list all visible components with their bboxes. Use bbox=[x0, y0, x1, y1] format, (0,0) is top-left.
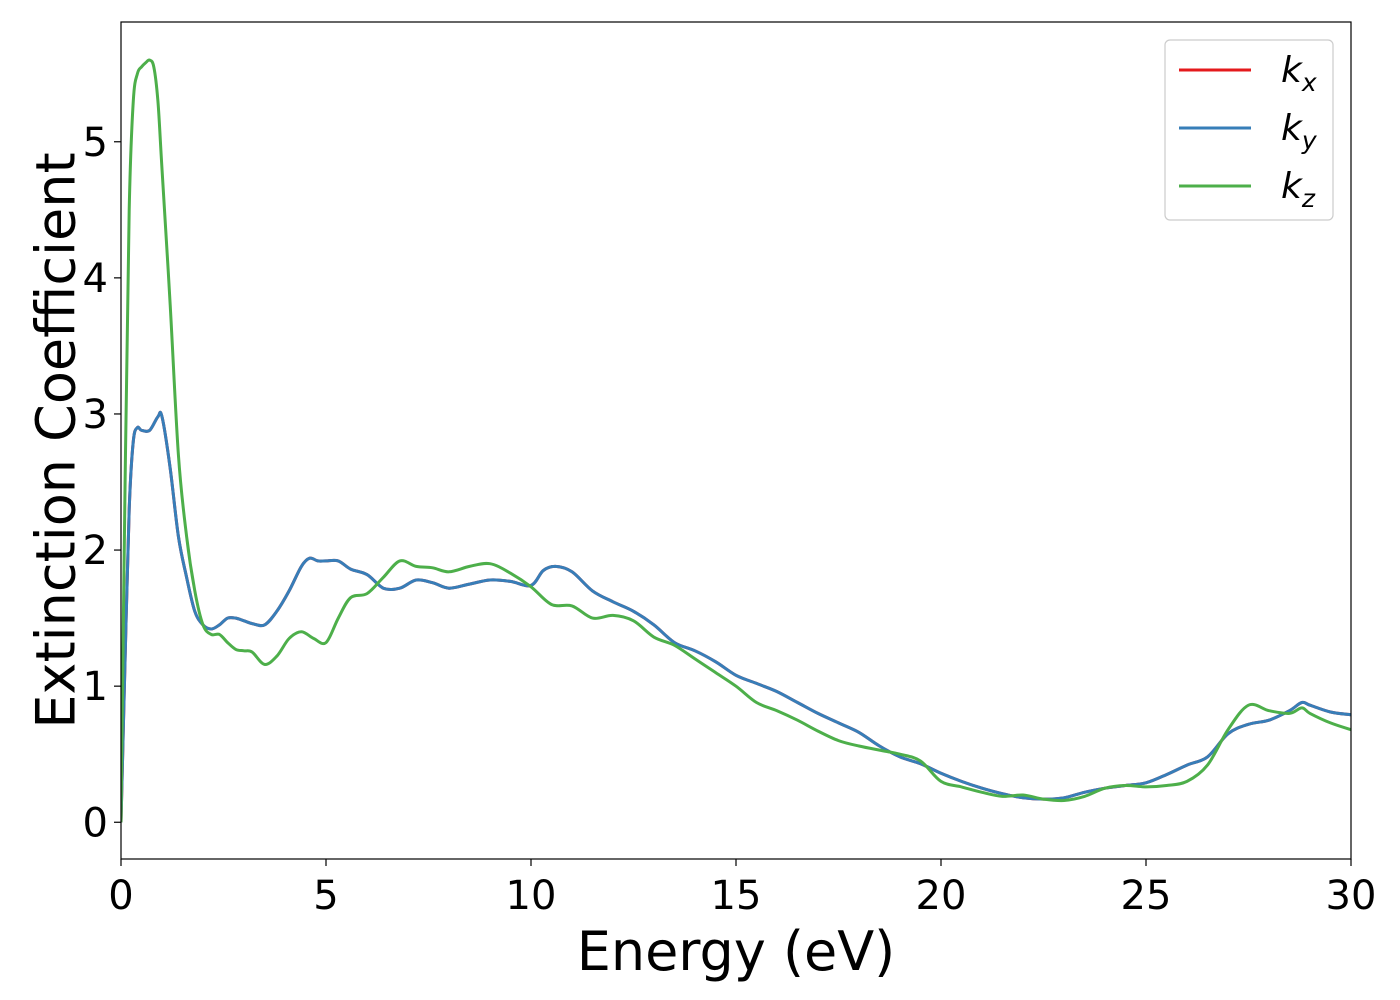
y-axis-label: Extinction Coefficient bbox=[25, 152, 88, 728]
legend-label-y: ky bbox=[1281, 108, 1318, 155]
x-axis-label: Energy (eV) bbox=[577, 920, 896, 983]
series-layer bbox=[121, 58, 1351, 823]
x-tick-label: 10 bbox=[506, 873, 557, 919]
x-tick-label: 25 bbox=[1121, 873, 1172, 919]
x-tick-label: 5 bbox=[313, 873, 338, 919]
legend-label-z: kz bbox=[1281, 166, 1316, 213]
x-tick-label: 20 bbox=[916, 873, 967, 919]
x-tick-label: 15 bbox=[711, 873, 762, 919]
series-line-x bbox=[121, 410, 1351, 823]
x-axis: 0 5 10 15 20 25 30 bbox=[108, 859, 1376, 919]
y-tick-label: 4 bbox=[83, 256, 108, 302]
x-tick-label: 0 bbox=[108, 873, 133, 919]
y-axis: 0 1 2 3 4 5 bbox=[83, 120, 121, 846]
y-tick-label: 0 bbox=[83, 800, 108, 846]
y-tick-label: 2 bbox=[83, 528, 108, 574]
y-tick-label: 1 bbox=[83, 664, 108, 710]
y-tick-label: 3 bbox=[83, 392, 108, 438]
legend-box bbox=[1164, 39, 1334, 221]
legend: kx ky kz bbox=[1164, 39, 1334, 221]
legend-label-x: kx bbox=[1281, 50, 1317, 97]
series-line-y bbox=[121, 410, 1351, 823]
x-tick-label: 30 bbox=[1326, 873, 1377, 919]
series-line-z bbox=[121, 58, 1351, 823]
y-tick-label: 5 bbox=[83, 120, 108, 166]
